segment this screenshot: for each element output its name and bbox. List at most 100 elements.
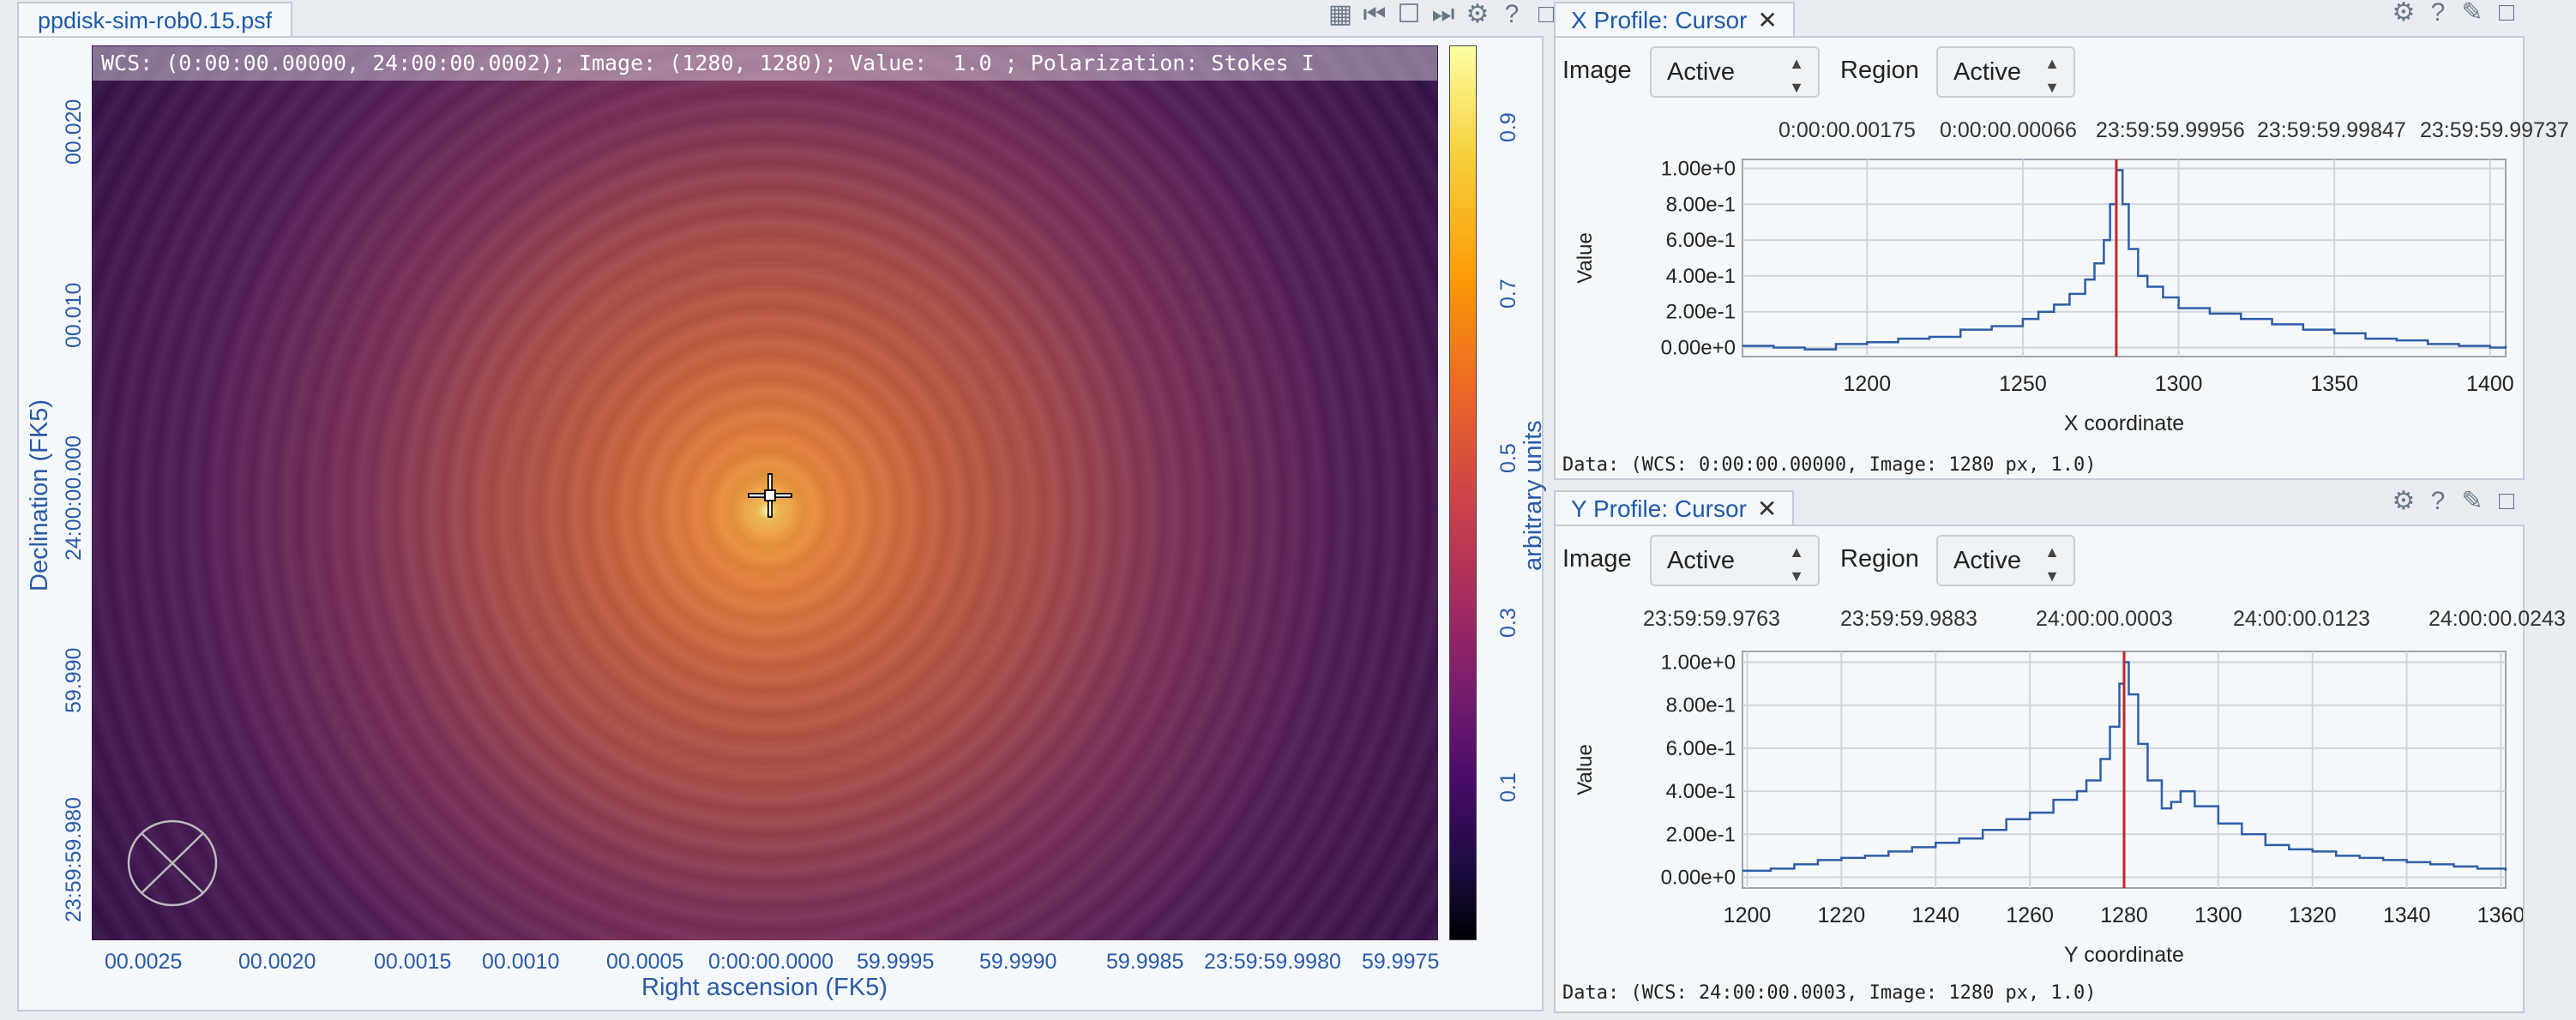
x-tick: 00.0005: [606, 950, 684, 974]
y-axis-label: Value: [1574, 744, 1597, 795]
close-icon[interactable]: ✕: [1757, 7, 1778, 33]
y-tick-label: 6.00e-1: [1666, 229, 1736, 252]
y-image-label: Image: [1562, 545, 1632, 573]
x-tick-label: 1220: [1818, 903, 1866, 927]
colorbar-label: arbitrary units: [1520, 420, 1547, 571]
x-tick-label: 1360: [2477, 903, 2523, 927]
grid-icon[interactable]: ▦: [1327, 0, 1353, 28]
x-region-select-value: Active: [1953, 58, 2021, 86]
x-top-tick: 23:59:59.99956: [2096, 118, 2245, 142]
x-tick: 59.9985: [1106, 950, 1184, 974]
x-tick-label: 1200: [1724, 903, 1772, 927]
y-axis-label: Declination (FK5): [26, 399, 53, 591]
x-tick-label: 1300: [2155, 372, 2203, 396]
y-tick-label: 2.00e-1: [1666, 301, 1736, 324]
y-profile-tab-title: Y Profile: Cursor: [1571, 495, 1747, 522]
crosshair-cursor-icon: [748, 473, 792, 518]
y-region-select-value: Active: [1953, 547, 2021, 574]
x-image-select-value: Active: [1667, 58, 1735, 86]
y-region-select[interactable]: Active ▲ ▼: [1936, 535, 2075, 586]
x-tick-label: 1240: [1911, 903, 1959, 927]
cursor-info-bar: WCS: (0:00:00.00000, 24:00:00.0002); Ima…: [93, 46, 1437, 81]
pin-icon[interactable]: ✎: [2461, 487, 2483, 515]
colorbar-tick: 0.3: [1496, 608, 1520, 638]
x-profile-plot[interactable]: 1.00e+0 8.00e-1 6.00e-1 4.00e-1 2.00e-1 0.00e…: [1562, 151, 2523, 442]
colorbar-tick: 0.5: [1496, 443, 1520, 473]
x-tick-label: 1350: [2310, 372, 2358, 396]
y-tick: 00.010: [62, 282, 86, 348]
next-frame-icon[interactable]: ⏭: [1431, 0, 1455, 28]
x-image-select[interactable]: Active ▲ ▼: [1650, 46, 1820, 98]
maximize-icon[interactable]: □: [1538, 0, 1555, 28]
y-tick: 23:59:59.980: [62, 797, 86, 922]
image-canvas[interactable]: [92, 45, 1438, 940]
colorbar-tick: 0.1: [1496, 772, 1520, 802]
y-tick: 24:00:00.000: [62, 435, 86, 561]
x-tick-label: 1400: [2466, 372, 2514, 396]
y-image-select[interactable]: Active ▲ ▼: [1650, 535, 1820, 586]
help-icon[interactable]: ?: [1504, 0, 1520, 28]
y-profile-data-readout: Data: (WCS: 24:00:00.0003, Image: 1280 p…: [1562, 982, 2097, 1004]
x-image-label: Image: [1562, 57, 1632, 84]
y-axis-label: Value: [1574, 232, 1597, 284]
x-tick-label: 1340: [2383, 903, 2431, 927]
y-top-tick: 23:59:59.9763: [1643, 607, 1780, 631]
x-top-tick: 0:00:00.00066: [1940, 118, 2077, 142]
x-tick-label: 1250: [1999, 372, 2047, 396]
y-tick-label: 2.00e-1: [1666, 823, 1736, 846]
x-top-tick: 23:59:59.99847: [2257, 118, 2406, 142]
help-icon[interactable]: ?: [2430, 0, 2446, 27]
single-frame-icon[interactable]: ☐: [1397, 0, 1421, 28]
y-top-tick: 24:00:00.0123: [2233, 607, 2370, 631]
x-tick: 59.9975: [1362, 950, 1440, 974]
colorbar[interactable]: [1449, 45, 1477, 940]
y-profile-plot[interactable]: 1.00e+0 8.00e-1 6.00e-1 4.00e-1 2.00e-1 0.00e…: [1562, 639, 2523, 965]
x-top-tick: 23:59:59.99737: [2420, 118, 2569, 142]
x-tick: 59.9995: [857, 950, 935, 974]
select-arrows-icon: ▲ ▼: [1789, 543, 1804, 585]
maximize-icon[interactable]: □: [2498, 0, 2515, 27]
y-tick-label: 0.00e+0: [1661, 866, 1736, 889]
x-tick-label: 1260: [2006, 903, 2054, 927]
help-icon[interactable]: ?: [2430, 487, 2446, 515]
gear-icon[interactable]: ⚙: [2392, 0, 2416, 27]
tab-x-profile[interactable]: X Profile: Cursor ✕: [1554, 2, 1795, 38]
tab-image-viewer[interactable]: ppdisk-sim-rob0.15.psf: [17, 2, 293, 38]
y-tick: 00.020: [62, 99, 86, 165]
select-arrows-icon: ▲ ▼: [1789, 55, 1804, 96]
x-tick: 59.9990: [979, 950, 1057, 974]
y-top-tick: 23:59:59.9883: [1840, 607, 1977, 631]
gear-icon[interactable]: ⚙: [1466, 0, 1490, 28]
viewer-toolbar: ▦ ⏮ ☐ ⏭ ⚙ ? □: [1327, 2, 1559, 27]
x-tick-label: 1300: [2194, 903, 2242, 927]
y-tick-label: 8.00e-1: [1666, 694, 1736, 717]
gear-icon[interactable]: ⚙: [2392, 487, 2416, 515]
x-region-select[interactable]: Active ▲ ▼: [1936, 46, 2075, 98]
plot-area: [1742, 159, 2507, 357]
x-profile-toolbar: ⚙ ? ✎ □: [2391, 0, 2519, 26]
first-frame-icon[interactable]: ⏮: [1363, 0, 1387, 28]
y-top-tick: 24:00:00.0243: [2429, 607, 2566, 631]
maximize-icon[interactable]: □: [2498, 487, 2515, 515]
y-tick-label: 1.00e+0: [1661, 157, 1736, 180]
viewer-tab-title: ppdisk-sim-rob0.15.psf: [38, 8, 273, 33]
x-axis-label: Right ascension (FK5): [641, 974, 888, 1001]
x-profile-data-readout: Data: (WCS: 0:00:00.00000, Image: 1280 p…: [1562, 454, 2097, 476]
x-tick-label: 1320: [2289, 903, 2337, 927]
y-tick-label: 1.00e+0: [1661, 651, 1736, 675]
x-tick-label: 1280: [2100, 903, 2148, 927]
pin-icon[interactable]: ✎: [2461, 0, 2483, 27]
y-tick-label: 4.00e-1: [1666, 780, 1736, 803]
profile-series-line: [1742, 661, 2507, 873]
x-region-label: Region: [1840, 57, 1919, 84]
y-tick: 59.990: [62, 647, 86, 713]
x-top-tick: 0:00:00.00175: [1779, 118, 1916, 142]
y-profile-toolbar: ⚙ ? ✎ □: [2391, 489, 2519, 514]
y-tick-label: 8.00e-1: [1666, 193, 1736, 216]
tab-y-profile[interactable]: Y Profile: Cursor ✕: [1554, 490, 1795, 526]
x-tick: 00.0010: [482, 950, 560, 974]
x-axis-label: X coordinate: [2064, 411, 2184, 435]
close-icon[interactable]: ✕: [1756, 495, 1778, 522]
x-tick: 0:00:00.0000: [708, 950, 834, 974]
